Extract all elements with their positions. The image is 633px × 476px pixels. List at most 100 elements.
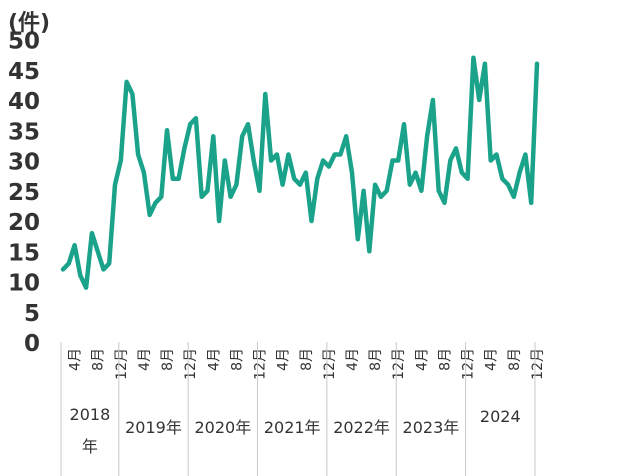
data-point: [477, 98, 481, 102]
x-tick-label: 12月: [114, 348, 130, 380]
data-point: [223, 159, 227, 163]
data-point: [408, 183, 412, 187]
data-point: [304, 171, 308, 175]
data-point: [171, 177, 175, 181]
data-point: [281, 183, 285, 187]
year-label: 2019年: [125, 418, 182, 437]
x-tick-label: 4月: [206, 348, 222, 371]
data-point: [113, 183, 117, 187]
data-point: [252, 159, 256, 163]
year-label: 2020年: [194, 418, 251, 437]
year-axis: 2018 年 2019年 2020年 2021年 2022年 2023年 2024: [60, 342, 536, 476]
data-point: [159, 195, 163, 199]
year-label: 2018: [70, 405, 111, 424]
year-label: 2023年: [403, 418, 460, 437]
data-point: [385, 189, 389, 193]
data-point: [506, 183, 510, 187]
data-point: [437, 189, 441, 193]
data-point: [523, 152, 527, 156]
data-point: [350, 171, 354, 175]
y-tick-label: 40: [8, 89, 40, 115]
data-point: [315, 177, 319, 181]
y-tick-label: 30: [8, 150, 40, 176]
data-point: [182, 146, 186, 150]
x-tick-label: 4月: [68, 348, 84, 371]
x-tick-label: 4月: [484, 348, 500, 371]
data-point: [206, 189, 210, 193]
data-point: [442, 201, 446, 205]
data-point: [234, 183, 238, 187]
y-tick-label: 20: [8, 210, 40, 236]
data-point: [500, 177, 504, 181]
data-point: [275, 152, 279, 156]
data-point: [177, 177, 181, 181]
x-tick-label: 8月: [368, 348, 384, 371]
x-tick-label: 12月: [183, 348, 199, 380]
y-tick-label: 15: [8, 240, 40, 266]
data-point: [90, 231, 94, 235]
x-tick-label: 4月: [276, 348, 292, 371]
data-point: [466, 177, 470, 181]
data-point: [460, 171, 464, 175]
data-point: [229, 195, 233, 199]
data-point: [165, 128, 169, 132]
data-point: [338, 152, 342, 156]
data-point: [518, 171, 522, 175]
data-point: [390, 159, 394, 163]
x-tick-label: 8月: [91, 348, 107, 371]
x-tick-label: 12月: [253, 348, 269, 380]
x-tick-label: 12月: [322, 348, 338, 380]
data-point: [107, 261, 111, 265]
x-tick-label: 8月: [437, 348, 453, 371]
data-point: [67, 261, 71, 265]
year-label: 2022年: [333, 418, 390, 437]
data-point: [454, 146, 458, 150]
data-point: [425, 134, 429, 138]
data-point: [333, 152, 337, 156]
data-point: [362, 189, 366, 193]
year-label: 2024: [480, 407, 521, 426]
data-point: [529, 201, 533, 205]
data-point: [321, 159, 325, 163]
data-point: [269, 159, 273, 163]
x-tick-label: 8月: [507, 348, 523, 371]
data-point: [310, 219, 314, 223]
y-tick-label: 10: [8, 271, 40, 297]
data-point: [379, 195, 383, 199]
data-point: [101, 267, 105, 271]
y-tick-label: 45: [8, 59, 40, 85]
y-tick-label: 50: [8, 29, 40, 55]
data-point: [211, 134, 215, 138]
data-point: [246, 122, 250, 126]
series-layer: [60, 55, 540, 290]
data-point: [263, 92, 267, 96]
x-tick-label: 8月: [229, 348, 245, 371]
x-tick-label: 4月: [414, 348, 430, 371]
data-point: [194, 116, 198, 120]
data-point: [448, 159, 452, 163]
y-tick-label: 0: [24, 331, 40, 357]
series-line: [60, 55, 540, 290]
data-point: [431, 98, 435, 102]
data-point: [142, 171, 146, 175]
year-label: 年: [82, 437, 98, 456]
data-point: [130, 92, 134, 96]
y-tick-label: 35: [8, 119, 40, 145]
data-point: [78, 273, 82, 277]
data-point: [298, 183, 302, 187]
data-point: [489, 159, 493, 163]
y-tick-label: 25: [8, 180, 40, 206]
x-tick-label: 12月: [391, 348, 407, 380]
data-point: [96, 249, 100, 253]
y-tick-label: 5: [24, 301, 40, 327]
data-point: [414, 171, 418, 175]
data-point: [292, 177, 296, 181]
data-point: [402, 122, 406, 126]
data-point: [471, 56, 475, 60]
y-axis: 0 5 10 15 20 25 30 35 40 45 50: [8, 29, 40, 358]
x-tick-label: 4月: [137, 348, 153, 371]
data-point: [217, 219, 221, 223]
data-point: [495, 152, 499, 156]
data-point: [367, 249, 371, 253]
